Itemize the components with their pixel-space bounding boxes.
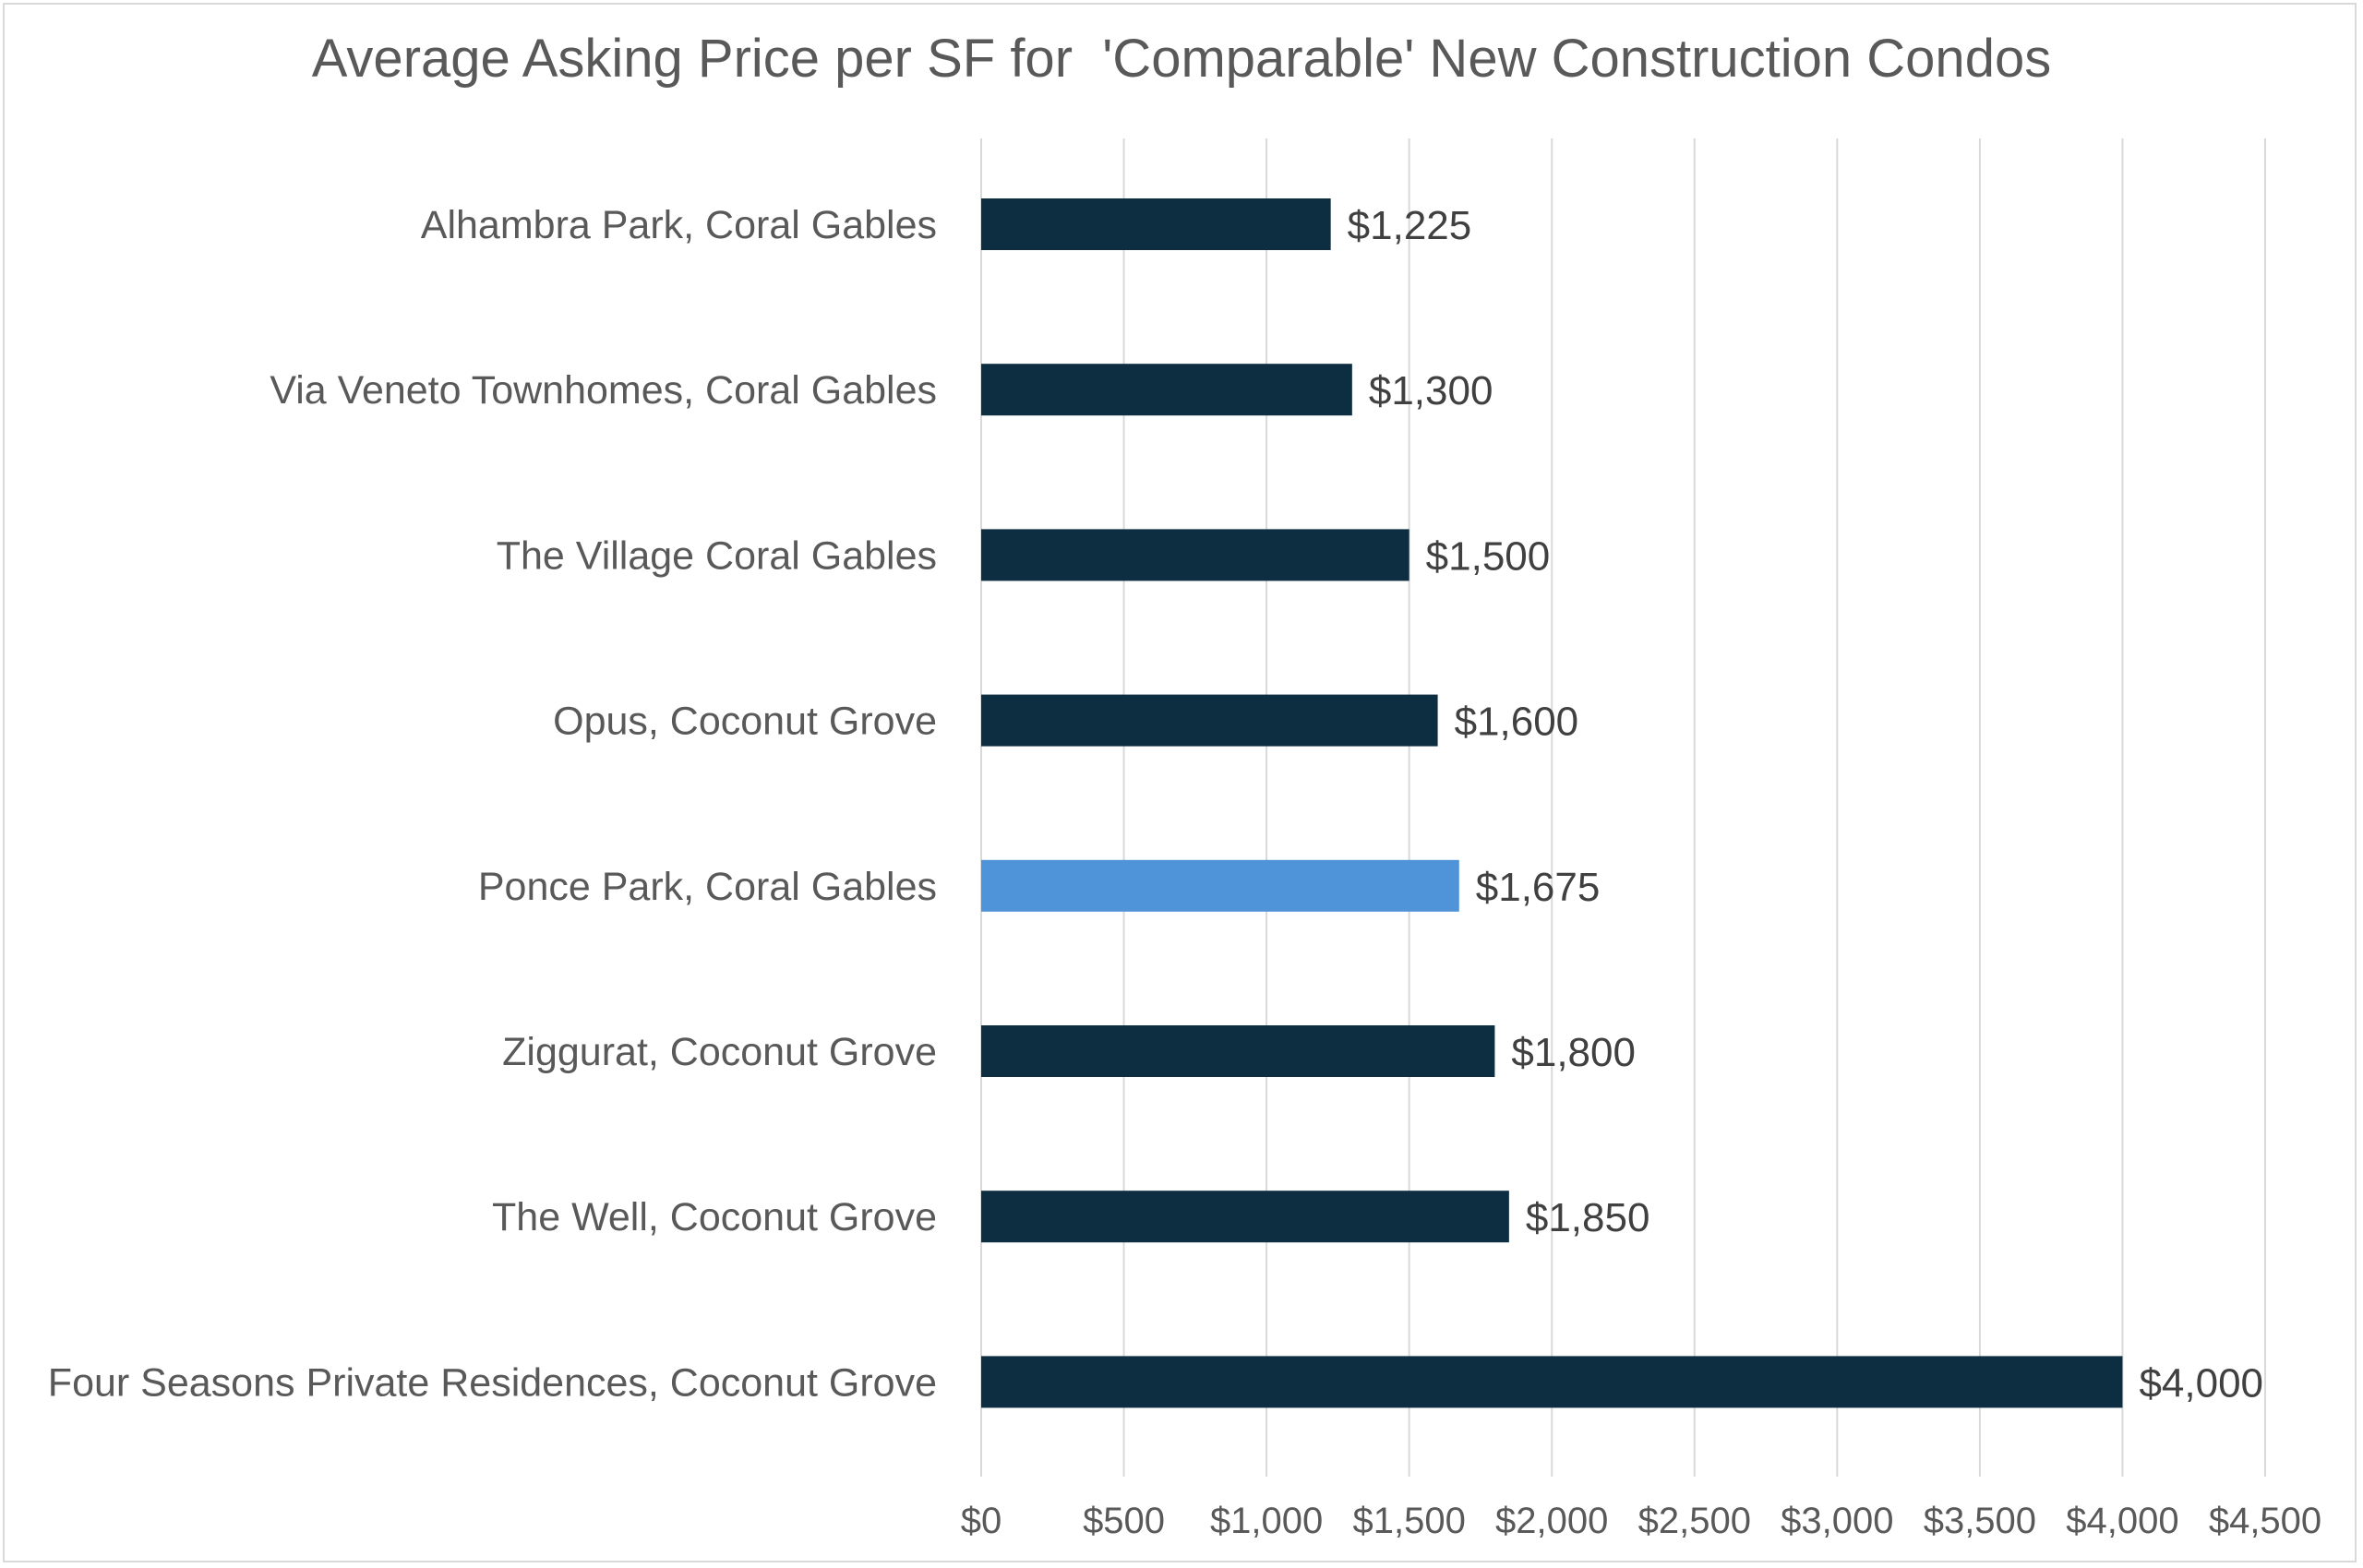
data-label: $1,300: [1369, 368, 1493, 413]
data-label: $4,000: [2139, 1360, 2263, 1406]
x-tick-label: $0: [961, 1501, 1002, 1541]
x-tick-label: $2,500: [1638, 1501, 1751, 1541]
category-label: The Village Coral Gables: [497, 533, 937, 578]
data-label: $1,850: [1526, 1195, 1650, 1240]
category-label: Opus, Coconut Grove: [553, 700, 937, 744]
category-label: Ponce Park, Coral Gables: [478, 865, 937, 909]
x-tick-label: $500: [1083, 1501, 1165, 1541]
data-label: $1,800: [1511, 1030, 1636, 1075]
bar: [981, 529, 1409, 581]
x-tick-label: $2,000: [1495, 1501, 1608, 1541]
category-label: The Well, Coconut Grove: [492, 1195, 937, 1239]
x-tick-label: $3,500: [1924, 1501, 2036, 1541]
data-label: $1,600: [1455, 700, 1579, 745]
data-label: $1,500: [1426, 533, 1551, 579]
bar: [981, 1191, 1509, 1243]
bar: [981, 364, 1352, 416]
x-tick-label: $1,000: [1210, 1501, 1323, 1541]
bar: [981, 198, 1331, 250]
bar: [981, 1025, 1495, 1077]
category-label: Ziggurat, Coconut Grove: [502, 1030, 937, 1074]
x-tick-label: $4,500: [2209, 1501, 2321, 1541]
bar: [981, 859, 1459, 912]
category-label: Via Veneto Townhomes, Coral Gables: [270, 368, 937, 413]
chart-frame: [3, 3, 2357, 1562]
category-label: Alhambra Park, Coral Gables: [421, 203, 937, 247]
data-label: $1,225: [1348, 203, 1472, 248]
category-label: Four Seasons Private Residences, Coconut…: [48, 1360, 937, 1405]
chart-title: Average Asking Price per SF for 'Compara…: [311, 29, 2052, 89]
bar: [981, 694, 1438, 747]
x-tick-label: $3,000: [1781, 1501, 1893, 1541]
data-label: $1,675: [1476, 865, 1601, 910]
x-tick-label: $4,000: [2066, 1501, 2178, 1541]
x-tick-label: $1,500: [1352, 1501, 1465, 1541]
bar: [981, 1356, 2123, 1408]
